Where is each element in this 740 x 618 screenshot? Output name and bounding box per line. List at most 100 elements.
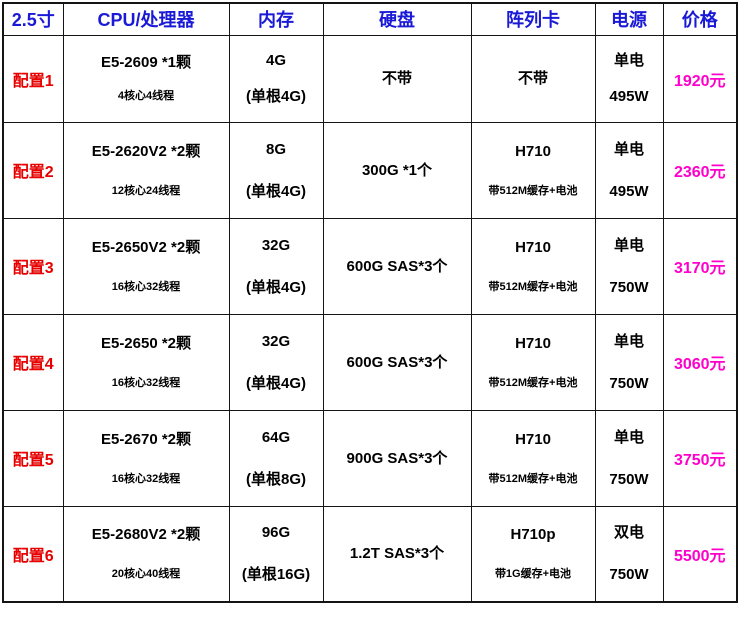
table-row-config2: 配置2 E5-2620V2 *2颗 12核心24线程 8G (单根4G) 300…: [2, 121, 738, 219]
header-row: 2.5寸 CPU/处理器 内存 硬盘 阵列卡 电源 价格: [2, 2, 738, 36]
price-label: 3060元: [673, 356, 726, 373]
disk-spec: 900G SAS*3个: [346, 449, 448, 467]
column-header-raid: 阵列卡: [470, 2, 596, 36]
config-label: 配置5: [12, 452, 54, 469]
price-cell: 3060元: [662, 313, 738, 411]
raid-model: 不带: [517, 70, 548, 87]
cpu-model: E5-2650V2 *2颗: [91, 238, 201, 256]
cpu-cell: E5-2609 *1颗 4核心4线程: [62, 34, 230, 123]
power-cell: 单电 495W: [594, 34, 664, 123]
price-cell: 5500元: [662, 505, 738, 603]
config-label: 配置3: [12, 260, 54, 277]
disk-cell: 1.2T SAS*3个: [322, 505, 472, 603]
price-label: 5500元: [673, 547, 726, 565]
power-cell: 单电 495W: [594, 121, 664, 219]
config-name-cell: 配置4: [2, 313, 64, 411]
config-name-cell: 配置6: [2, 505, 64, 603]
raid-model: H710: [515, 334, 551, 352]
config-label: 配置4: [12, 356, 54, 373]
raid-cell: H710 带512M缓存+电池: [470, 217, 596, 315]
cpu-cores: 20核心40线程: [111, 568, 181, 581]
price-label: 3170元: [673, 260, 726, 277]
power-watt: 750W: [609, 566, 649, 584]
memory-size: 32G: [261, 332, 291, 350]
power-type: 单电: [613, 428, 644, 446]
power-type: 双电: [613, 524, 644, 542]
raid-model: H710p: [510, 526, 556, 544]
cpu-cores: 12核心24线程: [111, 184, 181, 197]
power-cell: 单电 750W: [594, 217, 664, 315]
cpu-model: E5-2650 *2颗: [100, 334, 192, 352]
table-row-config5: 配置5 E5-2670 *2颗 16核心32线程 64G (单根8G) 900G…: [2, 409, 738, 507]
table-row-config1: 配置1 E5-2609 *1颗 4核心4线程 4G (单根4G) 不带 不带 单…: [2, 34, 738, 123]
column-header-memory: 内存: [228, 2, 324, 36]
memory-cell: 8G (单根4G): [228, 121, 324, 219]
cpu-cores: 16核心32线程: [111, 280, 181, 293]
cpu-model: E5-2680V2 *2颗: [91, 526, 201, 544]
memory-config: (单根4G): [245, 182, 306, 200]
price-cell: 3750元: [662, 409, 738, 507]
disk-cell: 900G SAS*3个: [322, 409, 472, 507]
memory-size: 96G: [261, 524, 291, 542]
power-type: 单电: [613, 332, 644, 350]
raid-cache: 带512M缓存+电池: [488, 472, 578, 485]
power-cell: 单电 750W: [594, 313, 664, 411]
cpu-model: E5-2609 *1颗: [100, 54, 192, 71]
power-watt: 495W: [609, 88, 649, 105]
power-type: 单电: [613, 52, 644, 69]
cpu-cell: E5-2650V2 *2颗 16核心32线程: [62, 217, 230, 315]
cpu-cores: 16核心32线程: [111, 376, 181, 389]
disk-cell: 600G SAS*3个: [322, 217, 472, 315]
cpu-cores: 4核心4线程: [117, 90, 175, 102]
column-header-cpu: CPU/处理器: [62, 2, 230, 36]
memory-size: 64G: [261, 428, 291, 446]
config-name-cell: 配置1: [2, 34, 64, 123]
raid-cell: H710 带512M缓存+电池: [470, 313, 596, 411]
disk-spec: 300G *1个: [361, 161, 433, 179]
power-cell: 双电 750W: [594, 505, 664, 603]
config-label: 配置2: [12, 164, 54, 181]
cpu-cell: E5-2670 *2颗 16核心32线程: [62, 409, 230, 507]
power-watt: 750W: [609, 374, 649, 392]
column-header-size: 2.5寸: [2, 2, 64, 36]
cpu-cell: E5-2620V2 *2颗 12核心24线程: [62, 121, 230, 219]
memory-config: (单根4G): [245, 88, 306, 105]
config-price-table: 2.5寸 CPU/处理器 内存 硬盘 阵列卡 电源 价格 配置1 E5-2609…: [2, 2, 738, 603]
power-watt: 750W: [609, 470, 649, 488]
cpu-cell: E5-2680V2 *2颗 20核心40线程: [62, 505, 230, 603]
memory-size: 8G: [265, 140, 286, 158]
memory-config: (单根4G): [245, 374, 306, 392]
price-cell: 1920元: [662, 34, 738, 123]
disk-cell: 不带: [322, 34, 472, 123]
config-name-cell: 配置3: [2, 217, 64, 315]
power-type: 单电: [613, 236, 644, 254]
column-header-power: 电源: [594, 2, 664, 36]
cpu-cell: E5-2650 *2颗 16核心32线程: [62, 313, 230, 411]
memory-cell: 32G (单根4G): [228, 313, 324, 411]
price-label: 1920元: [673, 72, 726, 90]
memory-cell: 32G (单根4G): [228, 217, 324, 315]
memory-config: (单根16G): [241, 566, 311, 584]
disk-spec: 600G SAS*3个: [346, 257, 448, 275]
raid-cache: 带512M缓存+电池: [488, 184, 578, 197]
power-type: 单电: [613, 140, 644, 158]
raid-cell: 不带: [470, 34, 596, 123]
raid-model: H710: [515, 142, 551, 160]
raid-model: H710: [515, 238, 551, 256]
disk-spec: 1.2T SAS*3个: [349, 545, 445, 563]
disk-cell: 300G *1个: [322, 121, 472, 219]
power-watt: 750W: [609, 278, 649, 296]
raid-cache: 带1G缓存+电池: [494, 568, 572, 581]
raid-cache: 带512M缓存+电池: [488, 280, 578, 293]
cpu-model: E5-2620V2 *2颗: [91, 142, 201, 160]
config-name-cell: 配置2: [2, 121, 64, 219]
column-header-disk: 硬盘: [322, 2, 472, 36]
cpu-model: E5-2670 *2颗: [100, 430, 192, 448]
disk-cell: 600G SAS*3个: [322, 313, 472, 411]
raid-cache: 带512M缓存+电池: [488, 376, 578, 389]
table-row-config4: 配置4 E5-2650 *2颗 16核心32线程 32G (单根4G) 600G…: [2, 313, 738, 411]
config-label: 配置6: [12, 547, 54, 565]
config-name-cell: 配置5: [2, 409, 64, 507]
cpu-cores: 16核心32线程: [111, 472, 181, 485]
disk-spec: 600G SAS*3个: [346, 353, 448, 371]
